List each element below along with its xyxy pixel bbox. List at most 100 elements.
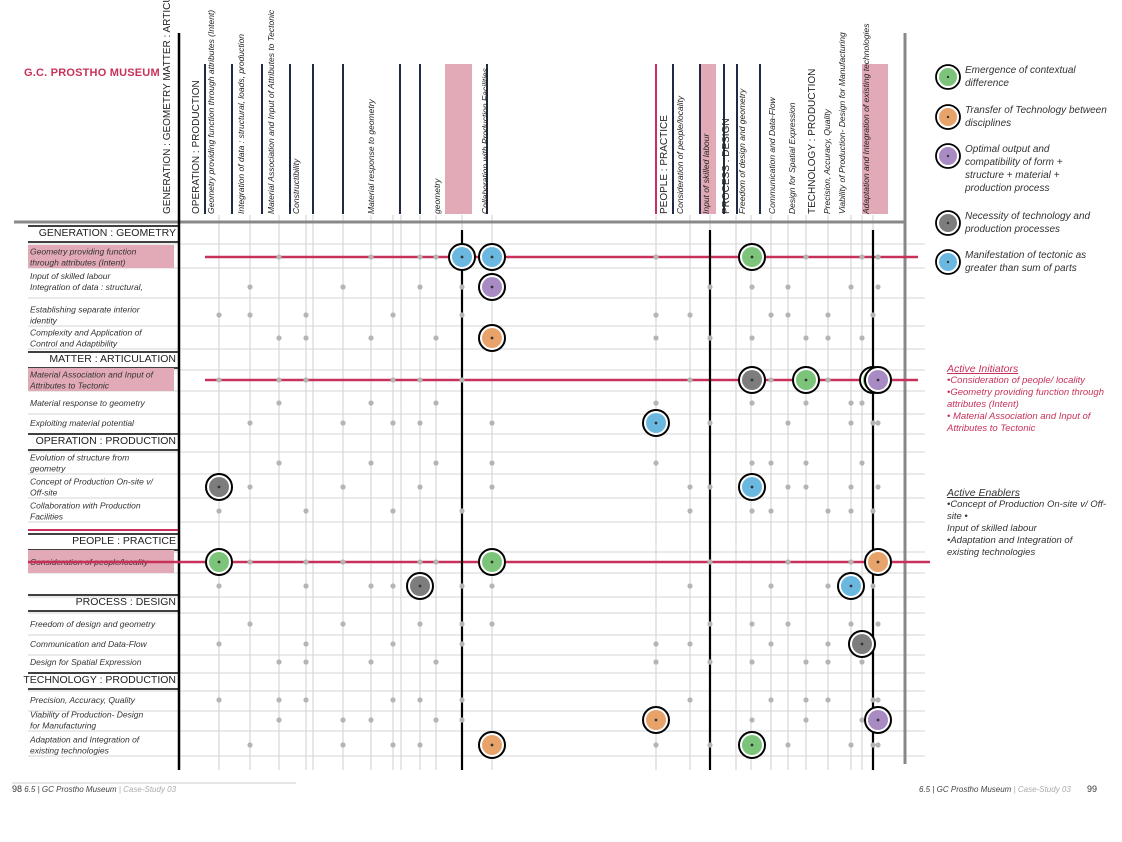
minor-dot (803, 460, 809, 466)
minor-dot (489, 621, 495, 627)
column-highlight-band (700, 64, 716, 214)
minor-dot (340, 717, 346, 723)
minor-dot (803, 335, 809, 341)
legend-blue-circle-icon (935, 249, 961, 275)
column-header-label: Adaptation and Integration of existing t… (861, 23, 871, 215)
minor-dot (707, 659, 713, 665)
minor-dot (687, 641, 693, 647)
row-label: Geometry providing function (30, 247, 137, 257)
minor-dot (768, 377, 774, 383)
row-label: identity (30, 316, 58, 326)
minor-dot (340, 484, 346, 490)
minor-dot (875, 284, 881, 290)
minor-dot (433, 717, 439, 723)
minor-dot (803, 484, 809, 490)
marker-center (750, 378, 754, 382)
minor-dot (859, 400, 865, 406)
marker-center (876, 378, 880, 382)
minor-dot (870, 742, 876, 748)
minor-dot (459, 583, 465, 589)
minor-dot (707, 559, 713, 565)
minor-dot (870, 312, 876, 318)
legend-label: Transfer of Technology between disciplin… (965, 105, 1107, 129)
column-header-label: GENERATION : GEOMETRY MATTER : ARTICULAT… (162, 0, 173, 214)
minor-dot (417, 697, 423, 703)
minor-dot (653, 742, 659, 748)
column-header-label: Viability of Production- Design for Manu… (837, 32, 847, 214)
marker-center (876, 560, 880, 564)
minor-dot (768, 697, 774, 703)
minor-dot (247, 742, 253, 748)
minor-dot (368, 254, 374, 260)
minor-dot (870, 508, 876, 514)
minor-dot (303, 335, 309, 341)
active-initiator-item: • Material Association and Input of Attr… (947, 411, 1091, 434)
minor-dot (459, 508, 465, 514)
section-header-label: TECHNOLOGY : PRODUCTION (23, 674, 176, 686)
legend-purple-circle-icon (935, 143, 961, 169)
minor-dot (417, 621, 423, 627)
minor-dot (433, 559, 439, 565)
minor-dot (875, 697, 881, 703)
minor-dot (368, 717, 374, 723)
minor-dot (785, 312, 791, 318)
legend-label: Manifestation of tectonic as greater tha… (965, 250, 1087, 274)
active-initiators: Active Initiators •Consideration of peop… (947, 363, 1107, 435)
minor-dot (417, 284, 423, 290)
row-label: Material Association and Input of (30, 370, 155, 380)
minor-dot (803, 254, 809, 260)
minor-dot (340, 420, 346, 426)
marker-center (490, 336, 494, 340)
marker-center (490, 560, 494, 564)
legend-label: Optimal output and compatibility of form… (965, 144, 1063, 194)
minor-dot (768, 641, 774, 647)
minor-dot (785, 284, 791, 290)
active-enabler-item: •Concept of Production On-site v/ Off-si… (947, 499, 1107, 522)
row-label: Concept of Production On-site v/ (30, 477, 154, 487)
minor-dot (368, 659, 374, 665)
minor-dot (390, 641, 396, 647)
minor-dot (803, 697, 809, 703)
minor-dot (303, 508, 309, 514)
minor-dot (707, 335, 713, 341)
minor-dot (803, 400, 809, 406)
marker-center (750, 485, 754, 489)
contribution-matrix: GENERATION : GEOMETRY MATTER : ARTICULAT… (12, 0, 930, 784)
section-header-label: PEOPLE : PRACTICE (72, 535, 176, 547)
row-label: for Manufacturing (30, 721, 96, 731)
row-label: Exploiting material potential (30, 418, 135, 428)
minor-dot (459, 697, 465, 703)
minor-dot (749, 460, 755, 466)
row-label: Adaptation and Integration of (29, 735, 141, 745)
minor-dot (303, 697, 309, 703)
minor-dot (870, 583, 876, 589)
minor-dot (749, 284, 755, 290)
row-label: Facilities (30, 512, 64, 522)
minor-dot (459, 312, 465, 318)
marker-center (490, 285, 494, 289)
minor-dot (368, 335, 374, 341)
footer-right-text: 6.5 | GC Prostho Museum (919, 785, 1012, 794)
minor-dot (276, 659, 282, 665)
minor-dot (768, 312, 774, 318)
minor-dot (303, 583, 309, 589)
minor-dot (749, 335, 755, 341)
minor-dot (848, 559, 854, 565)
column-header-label: Communication and Data-Flow (767, 96, 777, 214)
minor-dot (390, 312, 396, 318)
minor-dot (785, 621, 791, 627)
marker-center (750, 255, 754, 259)
page-number-right: 99 (1087, 784, 1098, 794)
page-number-left: 98 (12, 784, 23, 794)
minor-dot (859, 254, 865, 260)
marker-center (490, 743, 494, 747)
minor-dot (825, 697, 831, 703)
minor-dot (216, 508, 222, 514)
minor-dot (459, 621, 465, 627)
minor-dot (653, 400, 659, 406)
minor-dot (785, 559, 791, 565)
minor-dot (417, 377, 423, 383)
section-header-label: PROCESS : DESIGN (76, 596, 176, 608)
minor-dot (707, 742, 713, 748)
legend-orange-circle-icon (935, 104, 961, 130)
